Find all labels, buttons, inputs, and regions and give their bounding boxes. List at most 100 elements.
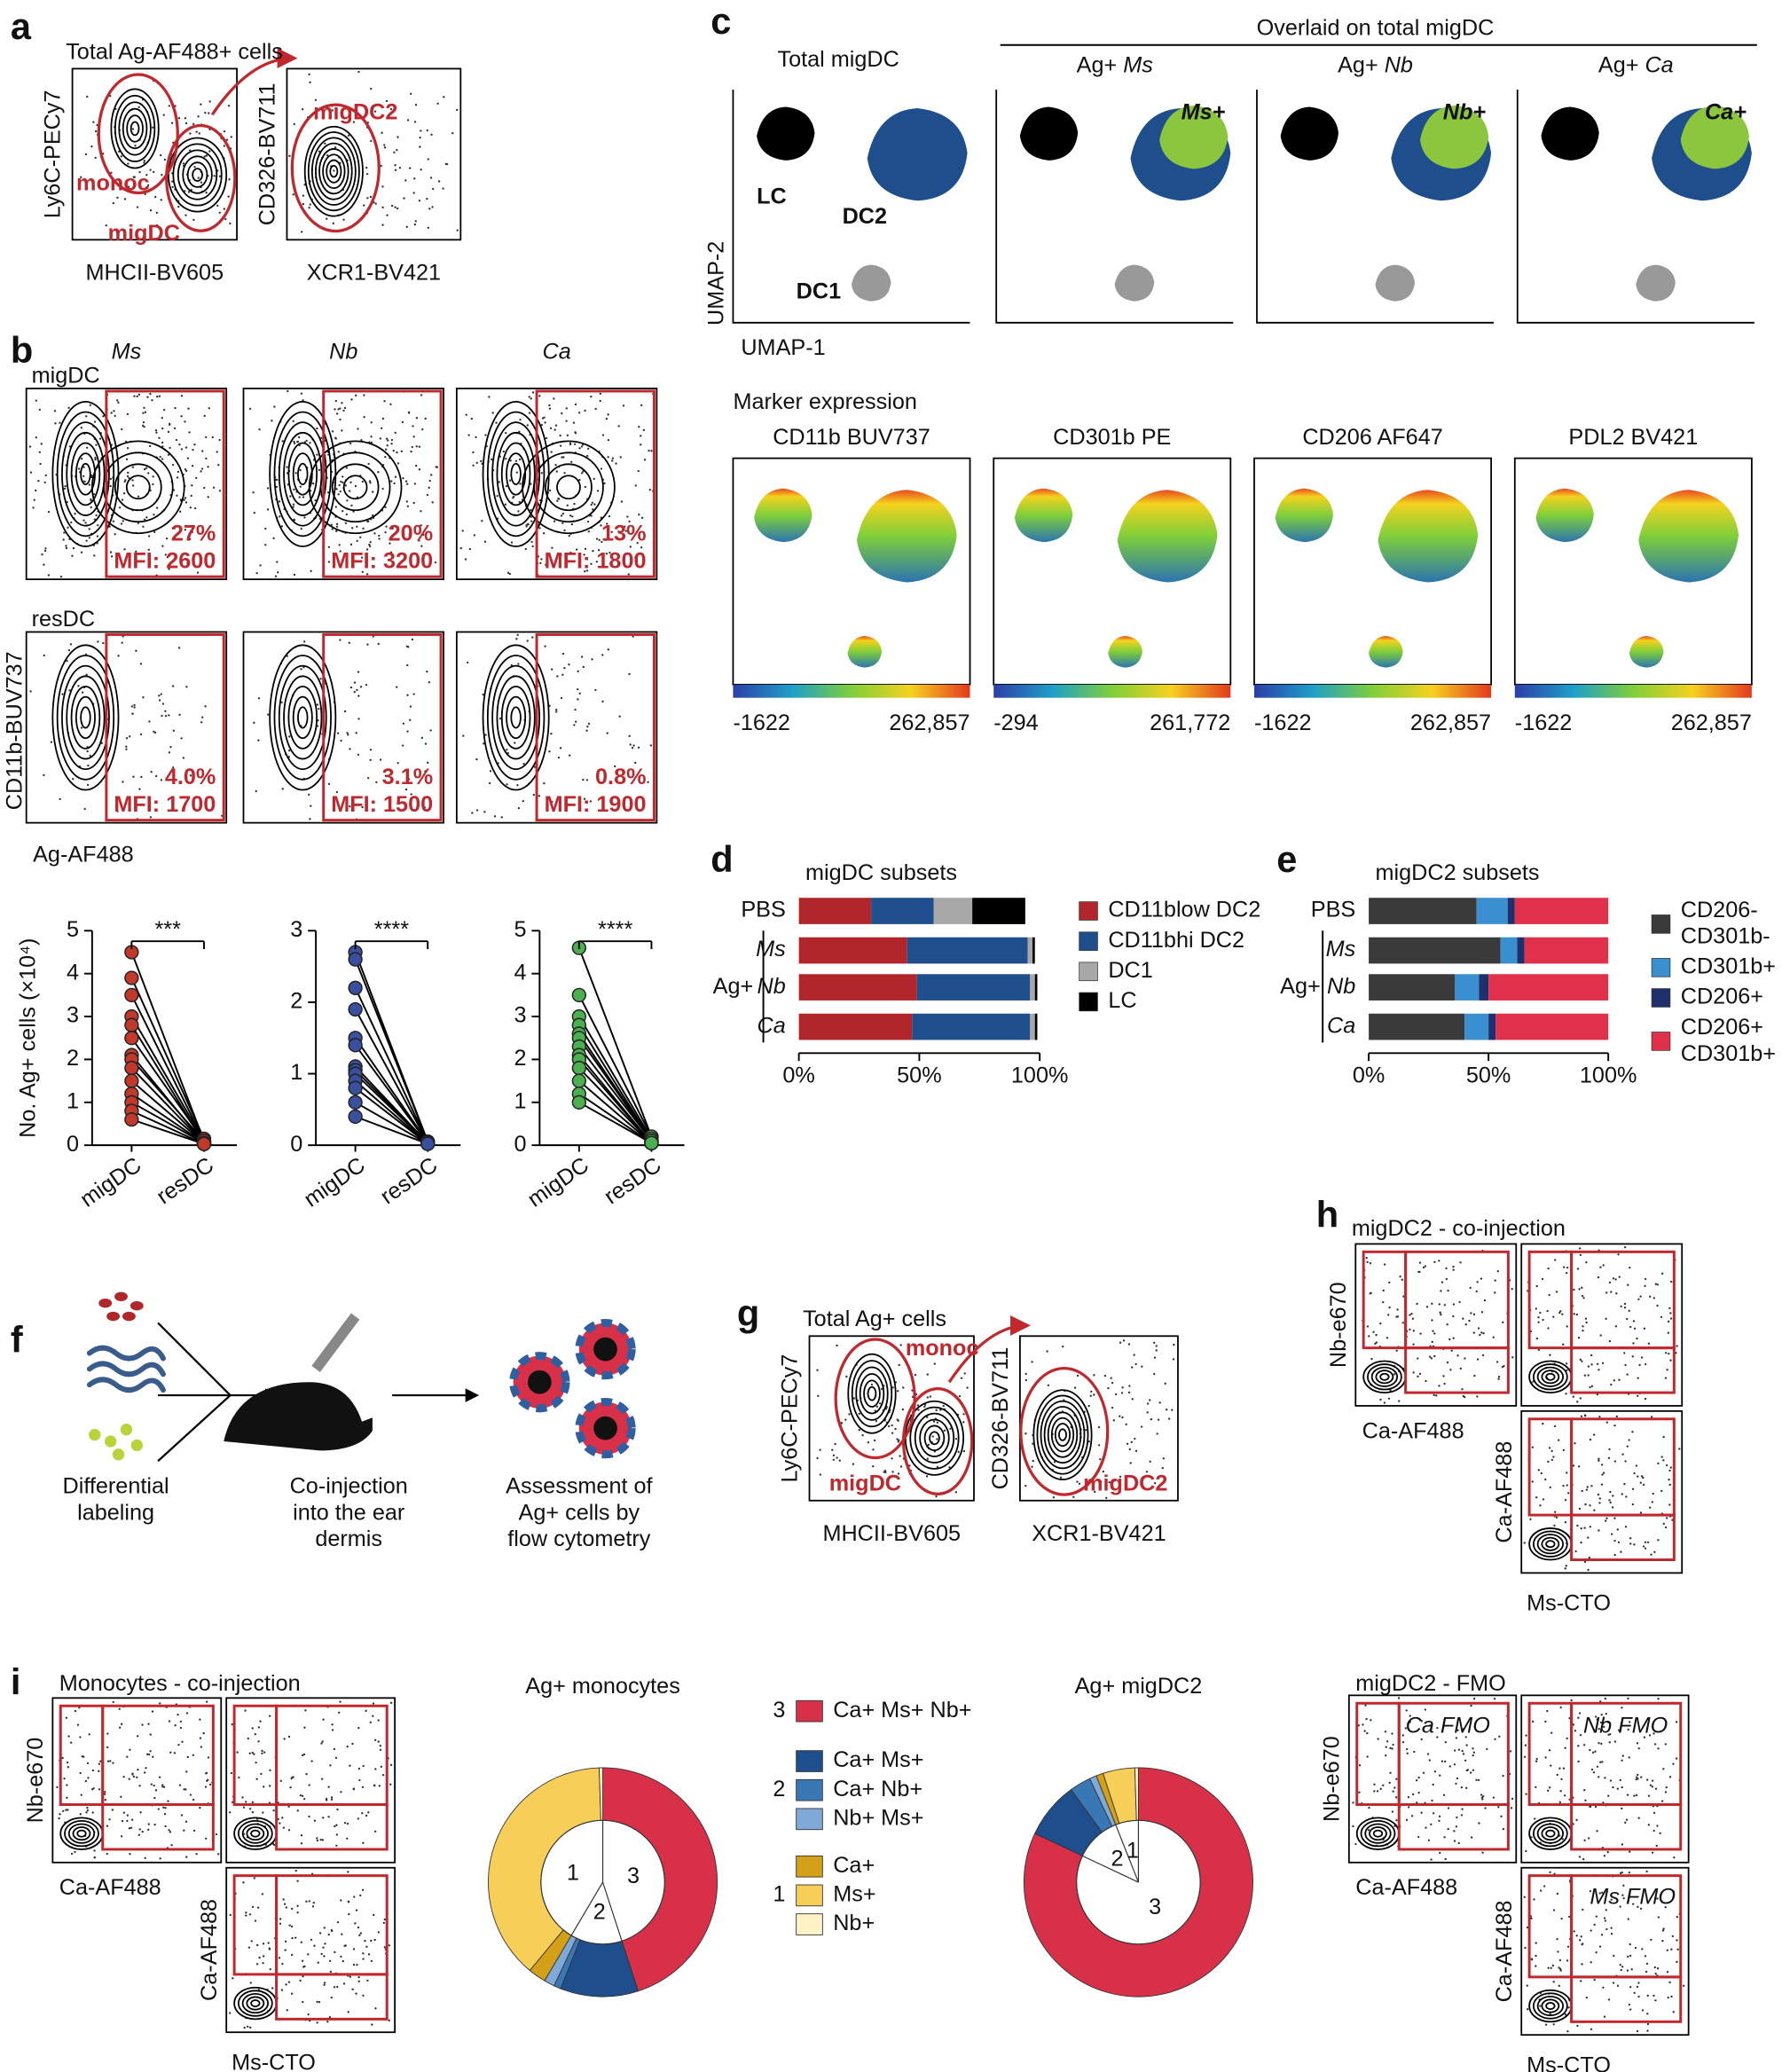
pair-line [354, 1009, 429, 1143]
bar-segment [1034, 974, 1038, 1001]
event-dot [1574, 1550, 1577, 1553]
event-dot [293, 440, 295, 443]
event-dot [373, 110, 377, 113]
event-dot [109, 484, 112, 488]
event-dot [584, 485, 587, 489]
event-dot [92, 121, 95, 123]
x-tick-label: 50% [1466, 1063, 1511, 1088]
event-dot [1566, 1325, 1568, 1328]
event-dot [129, 1748, 131, 1751]
colorbar-min: -1622 [733, 710, 790, 735]
pair-line [578, 1058, 653, 1144]
event-dot [1420, 1738, 1423, 1741]
event-dot [260, 1772, 263, 1776]
contour [110, 88, 160, 169]
event-dot [1593, 1509, 1596, 1511]
gate-mfi: MFI: 1500 [331, 792, 433, 817]
event-dot [173, 427, 177, 430]
event-dot [1622, 1896, 1625, 1900]
contour [287, 442, 318, 506]
event-dot [1637, 1817, 1640, 1819]
event-dot [171, 685, 175, 687]
label: Ca-AF488 [197, 1899, 222, 2001]
event-dot [1052, 1496, 1056, 1499]
event-dot [1661, 1940, 1664, 1942]
legend-swatch [796, 1808, 823, 1831]
event-dot [1665, 1517, 1668, 1519]
event-dot [1455, 1782, 1457, 1786]
contour [303, 125, 364, 217]
event-dot [1480, 1277, 1483, 1280]
contour [847, 1353, 897, 1434]
legend-label: Ca+ Ms+ Nb+ [833, 1698, 971, 1723]
event-dot [1646, 1994, 1649, 1997]
event-dot [348, 1901, 350, 1903]
event-dot [1393, 1373, 1396, 1376]
cluster-label: LC [757, 184, 787, 209]
event-dot [109, 1760, 112, 1762]
event-dot [1604, 1919, 1607, 1922]
event-dot [66, 1761, 69, 1764]
event-dot [356, 1964, 358, 1966]
event-dot [319, 1838, 322, 1841]
point [348, 980, 363, 995]
event-dot [1566, 1266, 1569, 1269]
event-dot [1511, 1287, 1513, 1291]
event-dot [1654, 1283, 1658, 1285]
event-dot [268, 1947, 271, 1950]
event-dot [430, 133, 433, 136]
event-dot [282, 1826, 286, 1829]
event-dot [87, 1777, 90, 1779]
contour [75, 452, 96, 496]
legend-swatch [796, 1750, 823, 1772]
event-dot [1672, 1762, 1675, 1765]
contour [278, 421, 327, 527]
event-dot [302, 666, 305, 669]
legend-swatch [1651, 988, 1671, 1008]
event-dot [1366, 1325, 1370, 1328]
event-dot [161, 427, 164, 430]
event-dot [1459, 1261, 1462, 1264]
event-dot [1370, 1719, 1372, 1722]
event-dot [1389, 1771, 1392, 1774]
event-dot [43, 773, 45, 777]
event-dot [1530, 1836, 1533, 1839]
event-dot [957, 1450, 960, 1454]
group-number: 1 [567, 1861, 579, 1886]
event-dot [241, 1796, 244, 1799]
event-dot [1369, 1292, 1371, 1295]
pair-line [354, 1072, 428, 1144]
event-dot [1405, 1818, 1409, 1822]
event-dot [1642, 1483, 1645, 1487]
event-dot [121, 428, 123, 431]
event-dot [836, 1344, 838, 1347]
event-dot [1401, 1740, 1405, 1744]
event-dot [1404, 1727, 1407, 1730]
event-dot [148, 225, 152, 229]
event-dot [574, 720, 577, 723]
event-dot [185, 1856, 188, 1858]
event-dot [303, 1797, 306, 1801]
event-dot [337, 493, 340, 496]
event-dot [118, 506, 122, 509]
event-dot [577, 412, 581, 414]
event-dot [28, 445, 32, 448]
label: flow cytometry [507, 1527, 651, 1551]
event-dot [257, 1726, 261, 1729]
contour [545, 463, 593, 512]
event-dot [1644, 1284, 1646, 1287]
event-dot [472, 464, 475, 467]
event-dot [1574, 1442, 1576, 1445]
event-dot [286, 2009, 288, 2012]
group-number: 2 [593, 1899, 606, 1924]
event-dot [348, 641, 350, 644]
event-dot [600, 467, 603, 470]
x-tick-label: 0% [782, 1063, 814, 1088]
bar-segment [1524, 937, 1609, 964]
event-dot [1438, 1815, 1441, 1818]
event-dot [1550, 1764, 1552, 1767]
plot-frame [25, 631, 228, 824]
event-dot [1472, 1751, 1475, 1754]
event-dot [147, 1828, 150, 1832]
event-dot [1097, 1425, 1101, 1429]
